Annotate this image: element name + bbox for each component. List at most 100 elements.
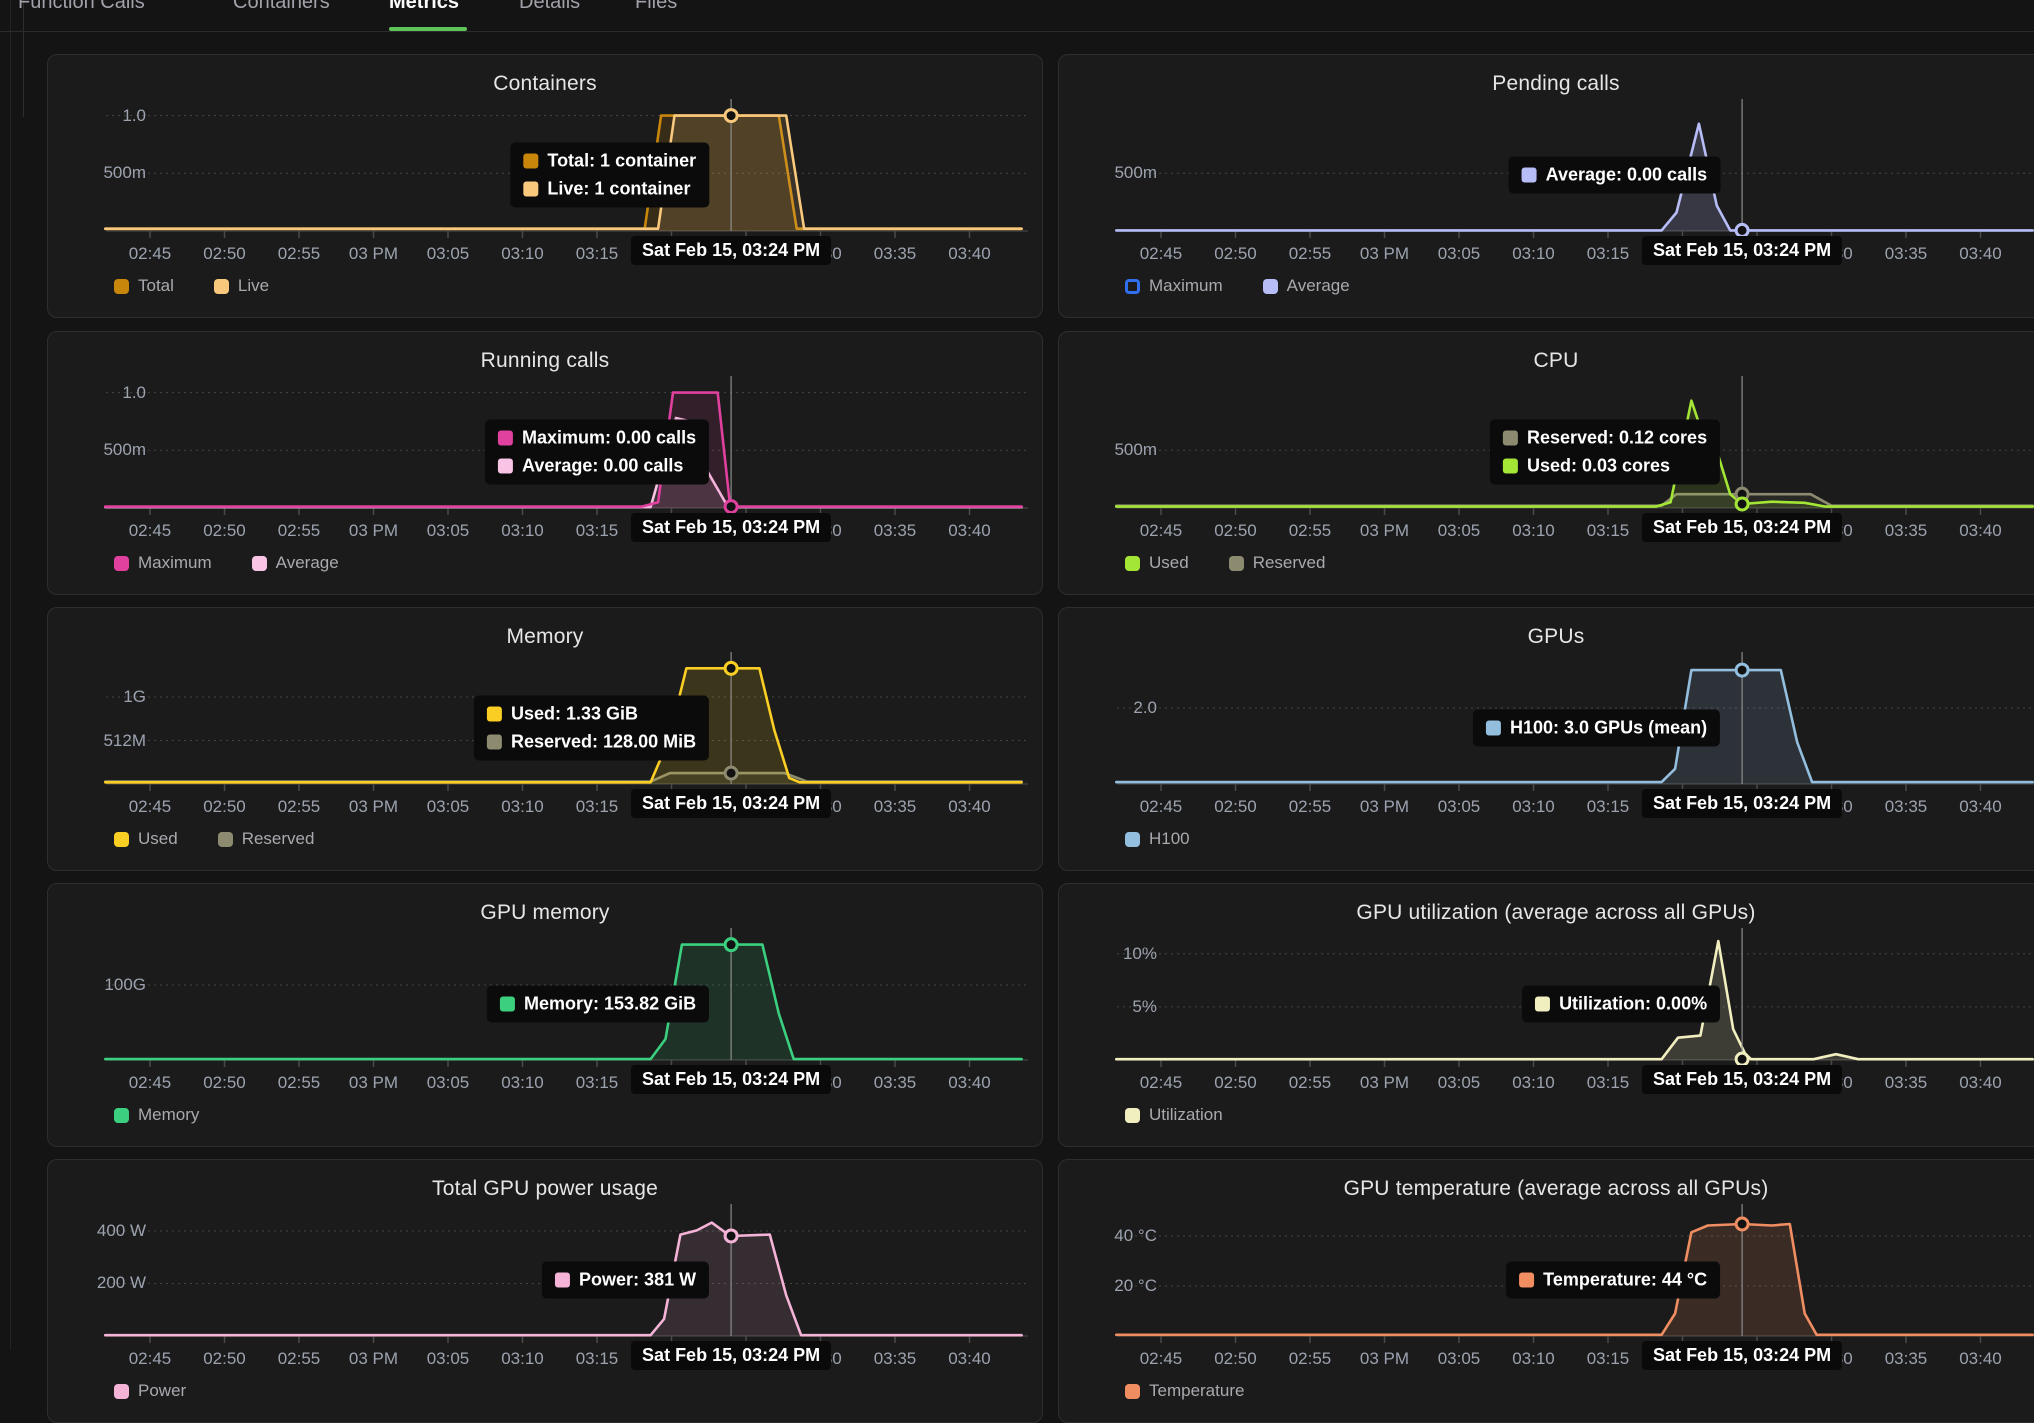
- x-axis-label: 02:55: [1288, 1073, 1332, 1092]
- chart-legend: Maximum Average: [1125, 276, 1350, 296]
- legend-item-reserved[interactable]: Reserved: [217, 829, 314, 849]
- x-axis-label: 03 PM: [348, 797, 399, 816]
- tooltip-value: Used: 0.03 cores: [1526, 455, 1671, 476]
- legend-item-used[interactable]: Used: [114, 829, 178, 849]
- x-axis-label: 02:55: [277, 1073, 321, 1092]
- tab-details[interactable]: Details: [519, 0, 581, 13]
- tooltip-row: Utilization: 0.00%: [1535, 994, 1707, 1015]
- tab-files[interactable]: Files: [635, 0, 678, 13]
- x-axis-label: 02:55: [277, 521, 321, 540]
- legend-item-total[interactable]: Total: [114, 276, 174, 296]
- x-axis-label: 03:15: [575, 1349, 619, 1368]
- chart-legend: Utilization: [1125, 1105, 1223, 1125]
- series-color-swatch-icon: [523, 181, 539, 197]
- chart-canvas[interactable]: [48, 55, 1043, 318]
- series-color-swatch-icon: [1486, 720, 1502, 736]
- chart-canvas[interactable]: [1059, 1160, 2034, 1423]
- chart-canvas[interactable]: [48, 884, 1043, 1147]
- crosshair-date-tooltip: Sat Feb 15, 03:24 PM: [631, 1065, 832, 1094]
- x-axis-label: 03:05: [426, 797, 470, 816]
- page-left-divider: [10, 0, 11, 1350]
- legend-label: Used: [138, 829, 178, 848]
- series-color-swatch-icon: [1502, 458, 1518, 474]
- tab-containers[interactable]: Containers: [233, 0, 330, 13]
- series-line-reserved: [104, 771, 1023, 783]
- legend-item-maximum[interactable]: Maximum: [114, 553, 212, 573]
- legend-item-h100[interactable]: H100: [1125, 829, 1190, 849]
- legend-item-used[interactable]: Used: [1125, 553, 1189, 573]
- y-axis-label: 500m: [1114, 440, 1157, 460]
- x-axis-label: 03 PM: [1359, 244, 1410, 263]
- legend-item-utilization[interactable]: Utilization: [1125, 1105, 1223, 1125]
- x-axis-label: 03:35: [873, 244, 917, 263]
- x-axis-label: 03 PM: [1359, 1073, 1410, 1092]
- x-axis-label: 03:15: [1586, 521, 1630, 540]
- chart-panel-cpu: CPU 500m 02:45 02:50 02:55 03 PM 03:05 03:10 03:…: [1058, 331, 2034, 595]
- tooltip-row: Reserved: 0.12 cores: [1502, 428, 1707, 449]
- legend-item-memory[interactable]: Memory: [114, 1105, 199, 1125]
- chart-canvas[interactable]: [1059, 332, 2034, 595]
- series-tooltip: Utilization: 0.00%: [1522, 985, 1721, 1023]
- legend-item-maximum[interactable]: Maximum: [1125, 276, 1223, 296]
- y-axis-label: 20 °C: [1114, 1276, 1157, 1295]
- x-axis-label: 03:35: [1884, 797, 1928, 816]
- x-axis-label: 02:50: [203, 797, 246, 816]
- series-tooltip: Used: 1.33 GiB Reserved: 128.00 MiB: [473, 695, 710, 761]
- tooltip-value: Live: 1 container: [547, 178, 691, 199]
- x-axis-label: 02:45: [1139, 1349, 1183, 1368]
- chart-canvas[interactable]: [48, 608, 1043, 871]
- crosshair-date-tooltip: Sat Feb 15, 03:24 PM: [1642, 1065, 1843, 1094]
- legend-swatch-icon: [114, 1383, 129, 1399]
- tooltip-value: Average: 0.00 calls: [522, 455, 684, 476]
- tooltip-value: Used: 1.33 GiB: [510, 703, 639, 724]
- legend-item-temperature[interactable]: Temperature: [1125, 1381, 1244, 1401]
- legend-item-average[interactable]: Average: [1262, 276, 1350, 296]
- chart-title: Running calls: [480, 349, 610, 372]
- chart-legend: Temperature: [1125, 1381, 1244, 1401]
- x-axis-label: 02:50: [1214, 521, 1257, 540]
- hover-marker: [723, 765, 739, 781]
- chart-title: Memory: [506, 625, 584, 648]
- x-axis-label: 02:50: [203, 1349, 246, 1368]
- tab-metrics[interactable]: Metrics: [389, 0, 460, 13]
- crosshair-date-tooltip: Sat Feb 15, 03:24 PM: [1642, 236, 1843, 265]
- hover-marker: [1734, 662, 1750, 678]
- x-axis-label: 02:50: [1214, 244, 1257, 263]
- x-axis-label: 03 PM: [348, 1073, 399, 1092]
- x-axis-label: 02:50: [1214, 797, 1257, 816]
- x-axis-label: 03:10: [1512, 1349, 1555, 1368]
- chart-legend: Total Live: [114, 276, 269, 296]
- y-axis-label: 500m: [1114, 163, 1157, 183]
- x-axis-label: 03:15: [1586, 244, 1630, 263]
- series-tooltip: Memory: 153.82 GiB: [487, 985, 710, 1023]
- legend-item-reserved[interactable]: Reserved: [1228, 553, 1325, 573]
- tooltip-value: Maximum: 0.00 calls: [522, 427, 697, 448]
- tooltip-value: Average: 0.00 calls: [1545, 164, 1708, 185]
- legend-item-live[interactable]: Live: [213, 276, 269, 296]
- tab-function-calls[interactable]: Function Calls: [18, 0, 145, 13]
- series-color-swatch-icon: [486, 734, 502, 750]
- y-axis-label: 40 °C: [1114, 1226, 1157, 1245]
- chart-canvas[interactable]: [48, 1160, 1043, 1423]
- legend-label: Utilization: [1149, 1105, 1223, 1124]
- x-axis-label: 02:55: [277, 244, 321, 263]
- series-color-swatch-icon: [498, 430, 513, 446]
- x-axis-label: 02:50: [203, 521, 246, 540]
- chart-panel-gpu-memory: GPU memory 100G 02:45 02:50 02:55 03 PM 03:05 0…: [47, 883, 1043, 1147]
- legend-item-average[interactable]: Average: [251, 553, 339, 573]
- x-axis-label: 02:45: [128, 1073, 172, 1092]
- chart-panel-gpu-temperature-average-across-all-gpus: GPU temperature (average across all GPUs…: [1058, 1159, 2034, 1423]
- legend-swatch-icon: [1125, 278, 1140, 294]
- x-axis-label: 03:15: [575, 521, 619, 540]
- chart-panel-running-calls: Running calls 1.0 500m 02:45 02:50 02:55 03 PM…: [47, 331, 1043, 595]
- chart-title: Pending calls: [1492, 72, 1620, 95]
- y-axis-label: 1G: [123, 687, 146, 707]
- legend-swatch-icon: [217, 831, 233, 847]
- series-tooltip: Maximum: 0.00 calls Average: 0.00 calls: [485, 419, 710, 485]
- x-axis-label: 03:05: [1437, 1073, 1481, 1092]
- x-axis-label: 03:15: [1586, 797, 1630, 816]
- legend-item-power[interactable]: Power: [114, 1381, 186, 1401]
- series-tooltip: Average: 0.00 calls: [1508, 156, 1721, 194]
- x-axis-label: 02:55: [277, 1349, 321, 1368]
- hover-marker: [1734, 1051, 1750, 1067]
